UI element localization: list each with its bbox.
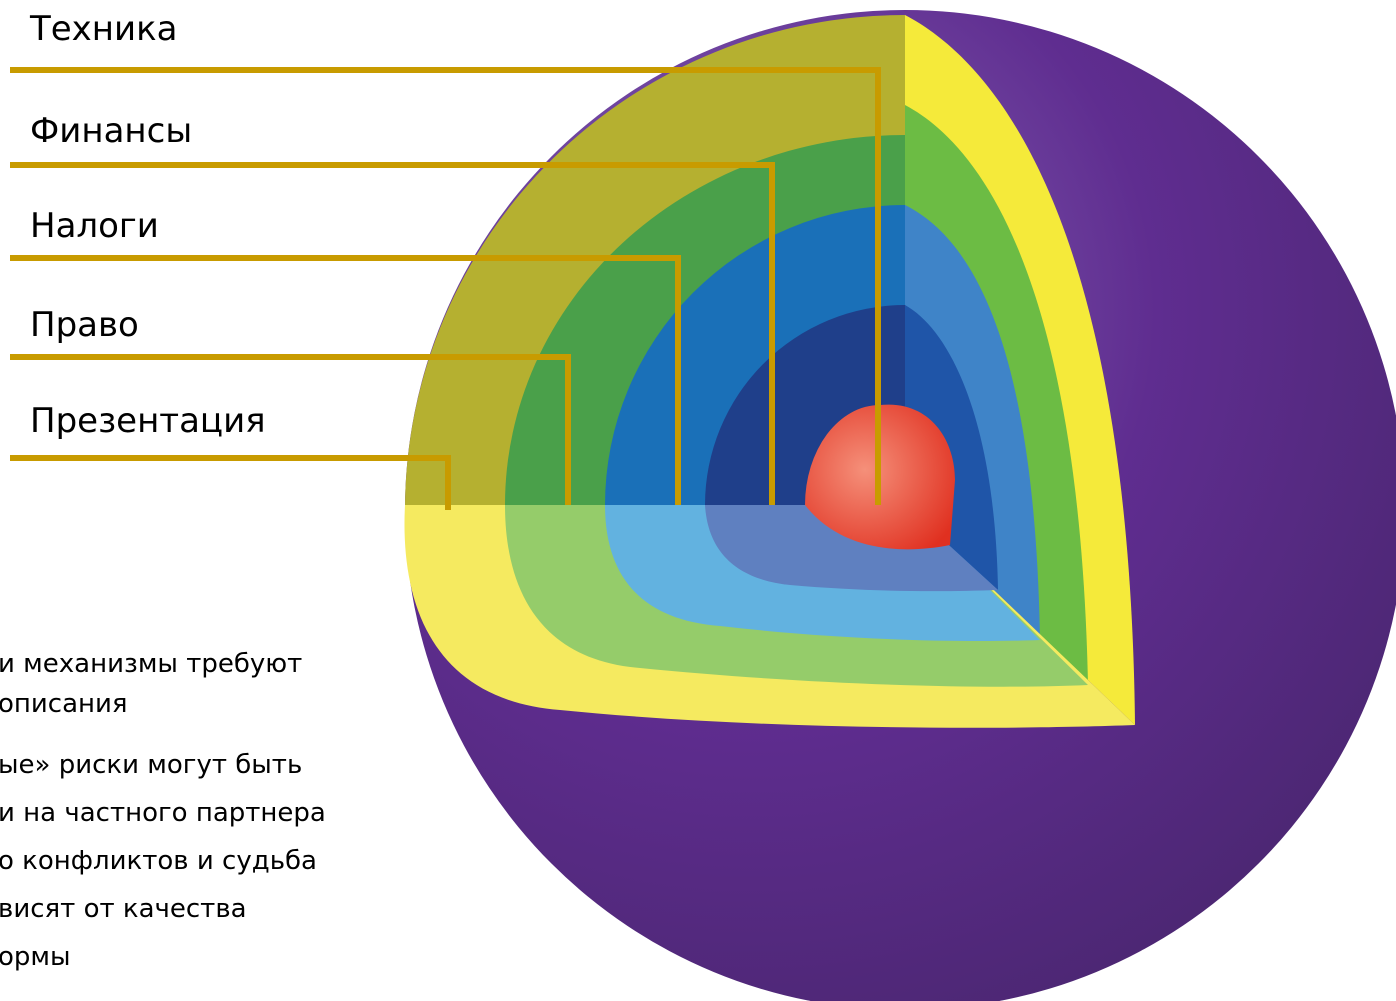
text-line: о конфликтов и судьба xyxy=(0,846,317,876)
text-line: и механизмы требуют xyxy=(0,649,302,679)
text-line: ормы xyxy=(0,942,71,972)
body-text: и механизмы требуют описания ые» риски м… xyxy=(0,649,326,972)
sphere xyxy=(404,10,1396,1001)
text-line: ые» риски могут быть xyxy=(0,750,302,780)
layer-labels: Техника Финансы Налоги Право Презентация xyxy=(29,9,266,441)
slide: Техника Финансы Налоги Право Презентация… xyxy=(0,0,1396,1001)
layer-label: Презентация xyxy=(30,401,266,441)
text-line: и на частного партнера xyxy=(0,798,326,828)
layer-label: Налоги xyxy=(30,206,159,246)
layer-label: Право xyxy=(30,305,139,345)
page: Техника Финансы Налоги Право Презентация… xyxy=(0,0,1396,1001)
text-line: описания xyxy=(0,689,128,719)
leader-line xyxy=(10,458,448,510)
layer-label: Техника xyxy=(29,9,178,49)
text-line: висят от качества xyxy=(0,894,247,924)
layer-label: Финансы xyxy=(30,111,192,151)
